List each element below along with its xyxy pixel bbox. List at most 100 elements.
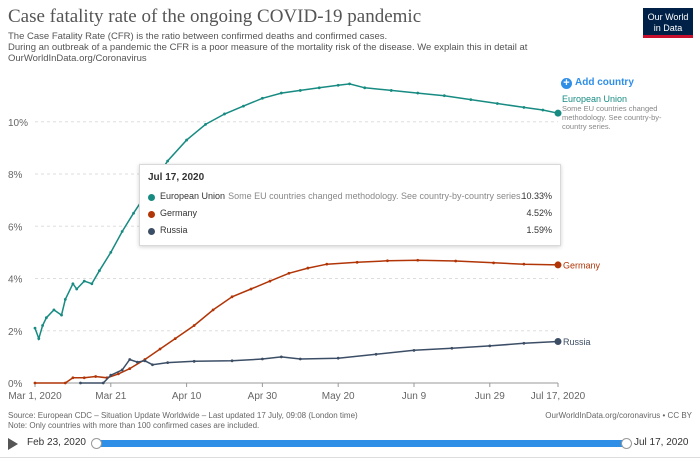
data-point [79,381,82,385]
data-point [185,138,188,142]
series-color-dot [148,194,155,201]
timeline-start-handle[interactable] [91,438,102,449]
data-point [120,230,124,233]
data-point [363,86,367,90]
timeline: Feb 23, 2020 Jul 17, 2020 [0,434,700,454]
timeline-end-date: Jul 17, 2020 [634,437,689,448]
data-point [41,324,44,327]
x-tick-label: Apr 30 [248,391,278,402]
data-point [75,287,79,291]
data-point [522,106,526,109]
data-point [223,112,226,116]
data-point [355,260,359,264]
data-point [260,96,264,100]
x-tick-label: Apr 10 [172,391,202,402]
endpoint-marker [554,109,562,117]
tooltip-series-value: 10.33% [521,191,552,201]
data-point [412,348,416,352]
data-point [116,372,120,376]
data-point [33,381,37,385]
data-point [279,355,283,359]
play-icon[interactable] [8,438,18,450]
series-line-russia [80,340,559,384]
data-point [317,86,321,90]
data-point [386,259,389,263]
data-point [416,258,420,262]
note-text: Note: Only countries with more than 100 … [8,421,260,430]
data-point [488,344,492,348]
data-point [492,261,495,265]
tooltip-series-name: Germany [160,208,198,218]
data-point [82,279,86,283]
x-tick-label: Jul 17, 2020 [531,391,586,402]
series-line-germany [35,259,559,384]
data-point [230,295,234,299]
add-country-button[interactable]: + Add country [561,77,634,89]
tooltip-row-russia: Russia 1.59% [148,225,552,239]
plus-circle-icon: + [561,78,572,89]
data-point [109,250,113,254]
data-point [52,308,56,312]
data-point [268,279,272,283]
y-tick-label: 8% [8,170,23,181]
data-point [90,282,94,286]
data-point [166,159,170,163]
data-point [44,316,48,320]
tooltip-series-name: Russia [160,225,188,235]
x-tick-label: Mar 21 [95,391,127,402]
data-point [158,347,162,351]
data-point [242,104,245,108]
data-point [204,123,207,126]
x-tick-label: Jun 29 [475,391,505,402]
timeline-end-handle[interactable] [621,438,632,449]
endpoint-marker [554,261,562,269]
timeline-start-date: Feb 23, 2020 [27,437,86,448]
data-point [522,262,526,266]
data-point [298,357,302,361]
data-point [60,313,63,317]
data-point [109,373,113,377]
data-point [166,361,170,365]
data-point [469,98,473,101]
data-point [442,94,446,98]
tooltip-series-value: 4.52% [526,208,552,218]
data-point [71,282,75,286]
data-point [325,262,329,266]
x-tick-label: Mar 1, 2020 [8,391,62,402]
chart-subtitle-link[interactable]: OurWorldInData.org/Coronavirus [8,53,147,64]
data-point [336,83,340,87]
series-end-label: Germany [563,260,601,270]
data-point [306,266,310,270]
data-point [82,376,86,380]
data-point [211,308,215,312]
chart-title: Case fatality rate of the ongoing COVID-… [8,6,422,27]
data-point [94,375,98,378]
tooltip-row-germany: Germany 4.52% [148,208,552,222]
x-tick-label: May 20 [322,391,355,402]
data-point [287,271,291,275]
data-point [279,91,283,95]
x-tick-label: Jun 9 [402,391,427,402]
timeline-track[interactable] [96,440,626,447]
tooltip-series-value: 1.59% [526,225,552,235]
endpoint-marker [554,337,562,345]
series-line-european-union [34,83,559,342]
data-point [192,359,196,363]
license-link[interactable]: OurWorldInData.org/coronavirus • CC BY [545,411,692,420]
y-tick-label: 10% [8,118,28,129]
series-note-european-union: Some EU countries changed methodology. S… [562,104,662,131]
data-point [192,324,196,327]
data-point [173,337,177,340]
series-label-european-union[interactable]: European Union [562,94,628,104]
data-point [98,269,101,273]
owid-logo[interactable]: Our World in Data [643,8,693,38]
data-point [260,357,264,361]
y-tick-label: 2% [8,327,23,338]
data-point [495,102,499,105]
line-chart: 0% 2% 4% 6% 8% 10% Mar 1, 2020 Mar 21 Apr 10 Apr … [8,82,601,402]
chart-subtitle-line-1: The Case Fatality Rate (CFR) is the rati… [8,31,388,42]
data-point [374,352,378,356]
data-point [348,82,351,86]
hover-tooltip: Jul 17, 2020 European Union Some EU count… [139,164,561,246]
data-point [63,381,67,385]
